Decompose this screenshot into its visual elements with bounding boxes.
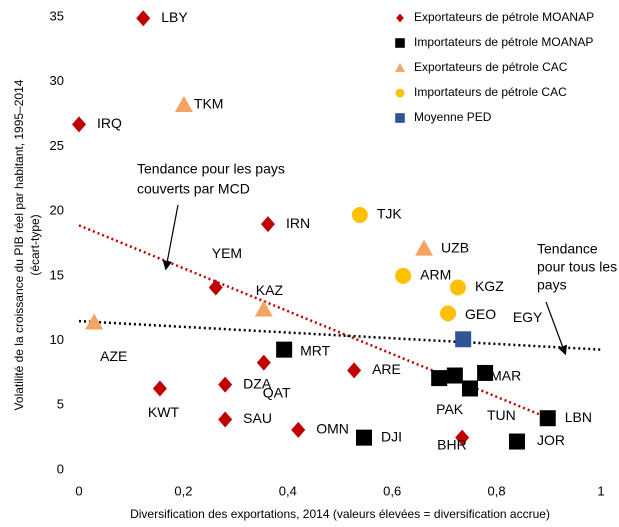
point-label: TUN: [487, 407, 516, 423]
point-label: ARE: [372, 361, 401, 377]
y-axis-label: Volatilité de la croissance du PIB réel …: [12, 79, 26, 410]
point: [431, 370, 448, 387]
annotation: Tendance pour les pays: [137, 161, 285, 177]
point: [254, 300, 273, 317]
annotation: pays: [537, 277, 567, 293]
point: [440, 305, 457, 322]
y-axis-label: (écart-type): [28, 214, 42, 275]
point: [356, 429, 373, 446]
point-label: DZA: [243, 375, 272, 391]
legend-label: Moyenne PED: [414, 110, 492, 124]
point-label: SAU: [243, 410, 272, 426]
x-tick-label: 0,6: [383, 483, 401, 498]
legend-marker: [395, 38, 405, 48]
legend-marker: [396, 13, 404, 23]
legend-label: Importateurs de pétrole CAC: [414, 85, 567, 99]
point-label: KGZ: [475, 278, 504, 294]
legend-marker: [395, 63, 405, 72]
legend-label: Importateurs de pétrole MOANAP: [414, 35, 593, 49]
y-tick-label: 0: [57, 461, 64, 476]
point: [446, 367, 463, 384]
annotation: pour tous les: [537, 259, 617, 275]
point: [455, 429, 470, 446]
y-tick-label: 25: [50, 138, 64, 153]
point-label: TJK: [377, 206, 403, 222]
point-label: JOR: [537, 432, 565, 448]
point-label: BHR: [437, 436, 467, 452]
point-label: QAT: [263, 384, 291, 400]
point-label: AZE: [100, 348, 127, 364]
point: [218, 411, 233, 428]
point: [461, 380, 478, 397]
point-label: IRQ: [97, 115, 122, 131]
y-tick-label: 20: [50, 203, 64, 218]
point-label: LBY: [161, 9, 188, 25]
point-label: YEM: [212, 245, 242, 261]
annotation-arrow: [162, 204, 179, 271]
x-axis-label: Diversification des exportations, 2014 (…: [130, 507, 550, 521]
point: [208, 279, 223, 296]
point: [260, 216, 275, 233]
point: [152, 380, 167, 397]
y-tick-label: 5: [57, 397, 64, 412]
point-label: DJI: [381, 428, 402, 444]
point: [347, 362, 362, 379]
point: [449, 279, 466, 296]
point: [276, 341, 293, 358]
point: [395, 267, 412, 284]
point-label: OMN: [316, 421, 349, 437]
point-label: MAR: [490, 368, 521, 384]
point: [85, 313, 104, 330]
legend-label: Exportateurs de pétrole MOANAP: [414, 10, 594, 24]
point-label: TKM: [194, 96, 224, 112]
annotation: couverts par MCD: [137, 181, 250, 197]
point: [174, 96, 193, 113]
point-label: GEO: [465, 306, 496, 322]
x-tick-label: 0,4: [279, 483, 297, 498]
legend-marker: [395, 113, 405, 123]
x-tick-label: 0,2: [174, 483, 192, 498]
point-label: PAK: [436, 401, 464, 417]
y-tick-label: 30: [50, 73, 64, 88]
legend-marker: [395, 88, 405, 98]
point-label: UZB: [441, 239, 469, 255]
annotation-arrow: [545, 301, 567, 356]
point: [508, 433, 525, 450]
point: [291, 421, 306, 438]
point-label: EGY: [513, 309, 543, 325]
annotation: Tendance: [537, 241, 598, 257]
legend-label: Exportateurs de pétrole CAC: [414, 60, 568, 74]
y-tick-label: 15: [50, 267, 64, 282]
point-label: LBN: [565, 409, 592, 425]
point: [455, 331, 472, 348]
x-tick-label: 0: [75, 483, 82, 498]
point-label: KAZ: [256, 282, 284, 298]
point-label: KWT: [148, 404, 180, 420]
point: [72, 116, 86, 133]
y-tick-label: 35: [50, 8, 64, 23]
point-label: ARM: [420, 267, 451, 283]
point-label: IRN: [286, 215, 310, 231]
point: [415, 239, 434, 256]
y-tick-label: 10: [50, 332, 64, 347]
x-tick-label: 0,8: [488, 483, 506, 498]
point: [351, 207, 368, 224]
point: [539, 410, 556, 427]
x-tick-label: 1: [597, 483, 604, 498]
point: [218, 376, 233, 393]
point: [256, 354, 271, 371]
trend-line: [78, 319, 602, 351]
point: [477, 364, 494, 381]
point: [136, 10, 151, 27]
point-label: MRT: [300, 342, 331, 358]
